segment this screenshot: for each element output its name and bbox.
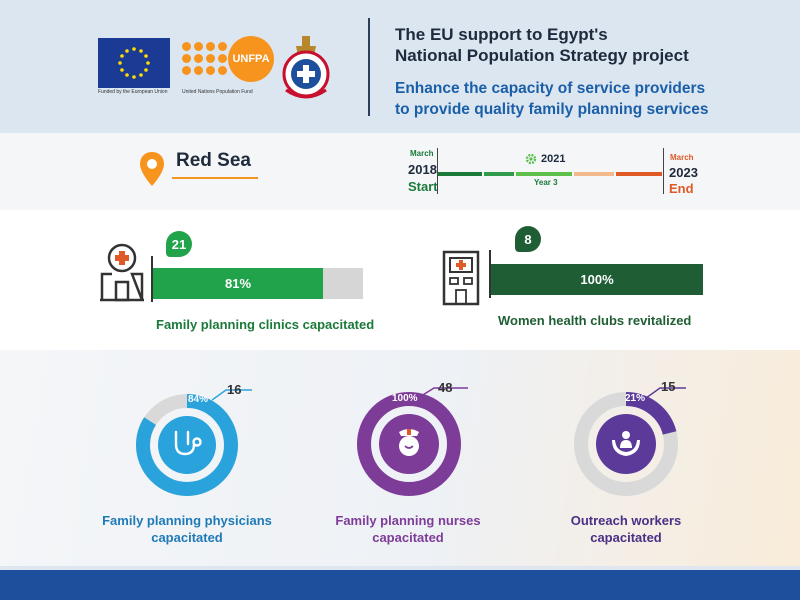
physicians-percent: 84% — [188, 394, 209, 405]
timeline-end-month: March — [670, 153, 694, 162]
timeline-segment-year5 — [616, 172, 662, 176]
clinics-label: Family planning clinics capacitated — [156, 317, 375, 332]
eu-flag-logo — [98, 38, 170, 88]
header-divider — [368, 18, 370, 116]
timeline-segment-year2 — [484, 172, 514, 176]
physicians-label-line-2: capacitated — [151, 530, 223, 545]
building-icon — [440, 248, 482, 313]
page-subtitle: Enhance the capacity of service provider… — [395, 78, 795, 120]
title-line-2: National Population Strategy project — [395, 46, 689, 65]
timeline-start-label: Start — [408, 179, 438, 194]
outreach-label: Outreach workers capacitated — [546, 512, 706, 546]
eu-caption: Funded by the European Union — [98, 89, 168, 95]
un-logo — [182, 42, 227, 75]
nurses-donut — [357, 392, 461, 496]
timeline-segment-year1 — [438, 172, 482, 176]
physicians-count: 16 — [227, 382, 242, 397]
clubs-label: Women health clubs revitalized — [498, 313, 692, 328]
clubs-progress-fill: 100% — [491, 264, 703, 295]
physicians-label-line-1: Family planning physicians — [102, 513, 272, 528]
physicians-label: Family planning physicians capacitated — [98, 512, 276, 546]
outreach-donut — [574, 392, 678, 496]
nurse-icon — [399, 429, 419, 456]
timeline-start-year: 2018 — [408, 162, 437, 177]
timeline-end-marker — [663, 148, 664, 194]
physicians-leader-line — [212, 389, 252, 401]
unfpa-logo: UNFPA — [228, 36, 274, 82]
physicians-donut — [136, 394, 238, 496]
footer-band — [0, 570, 800, 600]
clinics-progress-bar: 81% — [153, 268, 363, 299]
timeline-current-year: 2021 — [541, 153, 566, 165]
subtitle-line-2: to provide quality family planning servi… — [395, 101, 709, 118]
clinics-count-badge: 21 — [166, 231, 192, 257]
header-banner: Funded by the European Union UNFPA Unite… — [0, 0, 800, 133]
page-title: The EU support to Egypt's National Popul… — [395, 24, 795, 66]
clinics-bar-axis — [151, 256, 153, 302]
title-line-1: The EU support to Egypt's — [395, 25, 608, 44]
timeline-start-month: March — [410, 149, 434, 158]
nurses-label: Family planning nurses capacitated — [318, 512, 498, 546]
location-band — [0, 133, 800, 210]
hands-people-icon — [612, 431, 640, 456]
outreach-label-line-2: capacitated — [590, 530, 662, 545]
hospital-icon — [98, 242, 146, 309]
nurses-count: 48 — [438, 380, 453, 395]
clubs-bar-axis — [489, 250, 491, 298]
unfpa-caption: United Nations Population Fund — [182, 89, 253, 95]
outreach-donut-arc — [574, 392, 678, 496]
ministry-of-health-logo — [276, 34, 336, 104]
clubs-count-badge: 8 — [515, 226, 541, 252]
subtitle-line-1: Enhance the capacity of service provider… — [395, 80, 706, 97]
clinics-progress-fill: 81% — [153, 268, 324, 299]
timeline-segment-year3 — [516, 172, 572, 176]
outreach-percent: 21% — [625, 393, 646, 404]
clubs-progress-bar: 100% — [491, 264, 703, 295]
outreach-leader-line — [646, 387, 686, 399]
physicians-donut-arc — [136, 394, 238, 496]
outreach-count: 15 — [661, 379, 676, 394]
nurses-label-line-1: Family planning nurses — [335, 513, 481, 528]
footer-divider — [0, 566, 800, 570]
timeline-start-marker — [437, 148, 438, 194]
physicians-donut-center — [158, 416, 216, 474]
timeline-end-label: End — [669, 181, 694, 196]
timeline-segment-year4 — [574, 172, 614, 176]
nurses-donut-arc — [357, 392, 461, 496]
stethoscope-icon — [174, 430, 202, 456]
nurses-label-line-2: capacitated — [372, 530, 444, 545]
region-underline — [172, 177, 258, 179]
outreach-label-line-1: Outreach workers — [570, 513, 682, 528]
timeline-end-year: 2023 — [669, 165, 698, 180]
nurses-percent: 100% — [392, 393, 418, 404]
region-name: Red Sea — [176, 150, 251, 171]
nurses-leader-line — [418, 387, 468, 399]
location-pin-icon — [138, 150, 166, 188]
current-year-gear-icon — [524, 152, 538, 171]
timeline-current-label: Year 3 — [534, 178, 558, 187]
